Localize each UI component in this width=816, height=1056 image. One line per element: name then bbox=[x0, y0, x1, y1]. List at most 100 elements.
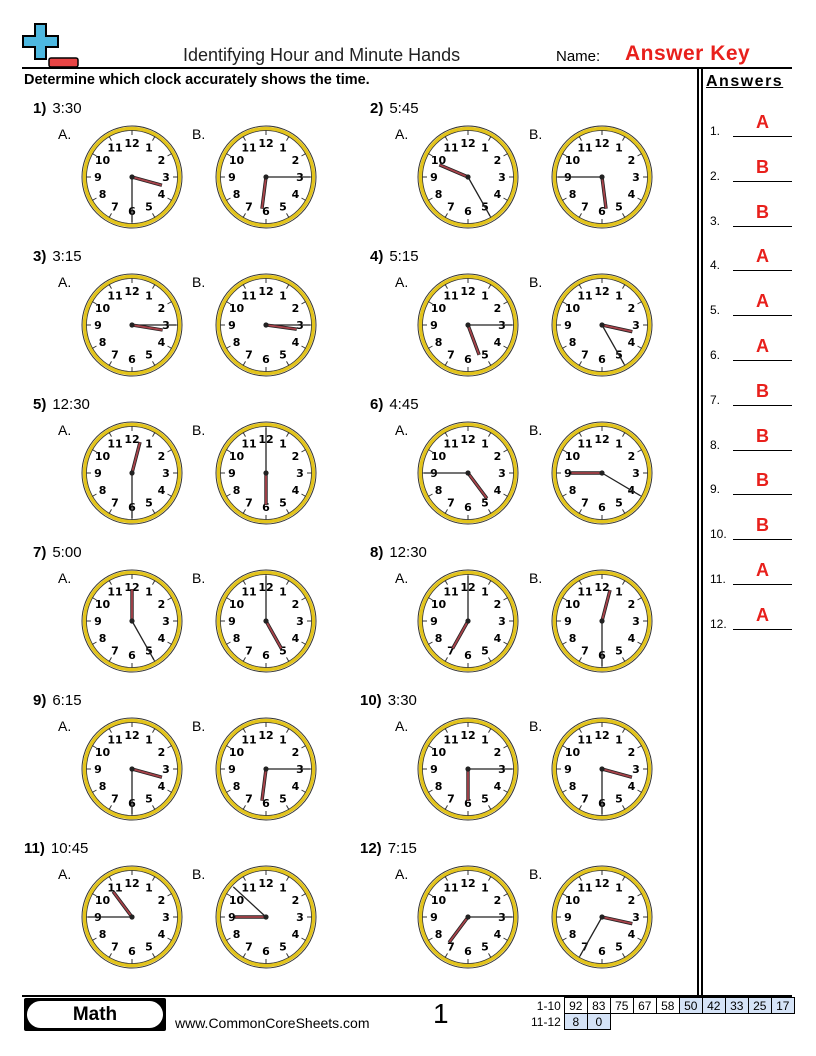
clock-numeral: 7 bbox=[447, 644, 455, 657]
clock-numeral: 3 bbox=[162, 467, 170, 480]
clock-numeral: 6 bbox=[464, 649, 472, 662]
clock-numeral: 8 bbox=[99, 188, 107, 201]
hour-hand bbox=[439, 164, 469, 178]
tick-mark bbox=[91, 745, 97, 749]
clock-center bbox=[599, 322, 605, 328]
clock-numeral: 7 bbox=[111, 200, 119, 213]
tick-mark bbox=[167, 641, 173, 645]
tick-mark bbox=[286, 284, 290, 289]
answer-line bbox=[733, 539, 792, 541]
problem-header: 2) 5:45 bbox=[370, 100, 419, 118]
tick-mark bbox=[108, 805, 112, 810]
clock-numeral: 4 bbox=[628, 928, 636, 941]
clock-numeral: 3 bbox=[162, 763, 170, 776]
clock-numeral: 9 bbox=[564, 763, 572, 776]
clock-numeral: 5 bbox=[145, 940, 153, 953]
tick-mark bbox=[108, 361, 112, 366]
score-cell: 42 bbox=[701, 997, 726, 1014]
answer-value: A bbox=[756, 604, 769, 625]
target-time: 12:30 bbox=[389, 544, 427, 561]
answer-column-divider bbox=[701, 69, 703, 996]
clock-numeral: 5 bbox=[279, 496, 287, 509]
clock-numeral: 9 bbox=[228, 467, 236, 480]
hour-hand bbox=[601, 176, 607, 209]
page-number: 1 bbox=[433, 998, 449, 1029]
tick-mark bbox=[444, 284, 448, 289]
clock-numeral: 4 bbox=[494, 188, 502, 201]
clock-numeral: 7 bbox=[447, 348, 455, 361]
hour-hand bbox=[261, 768, 267, 801]
option-label: A. bbox=[395, 570, 409, 586]
clock-center bbox=[465, 174, 471, 180]
clock-numeral: 8 bbox=[569, 632, 577, 645]
clock-numeral: 10 bbox=[95, 598, 111, 611]
clock-rim bbox=[82, 866, 182, 968]
clock-numeral: 12 bbox=[258, 729, 273, 742]
clock-numeral: 11 bbox=[443, 734, 458, 747]
tick-mark bbox=[301, 597, 307, 601]
tick-mark bbox=[167, 937, 173, 941]
clock-numeral: 2 bbox=[494, 450, 502, 463]
tick-mark bbox=[301, 301, 307, 305]
answer-value: A bbox=[756, 112, 769, 132]
clock-numeral: 2 bbox=[158, 302, 166, 315]
clock-rim bbox=[552, 570, 652, 672]
clock-numeral: 7 bbox=[111, 496, 119, 509]
clock-rim bbox=[552, 274, 652, 376]
tick-mark bbox=[242, 657, 246, 662]
tick-mark bbox=[578, 580, 582, 585]
answer-row: 2. B bbox=[710, 157, 792, 183]
clock-numeral: 5 bbox=[615, 644, 623, 657]
clock-numeral: 6 bbox=[464, 501, 472, 514]
target-time: 3:15 bbox=[52, 248, 82, 265]
score-row: 1-10 92 83 75 67 58 50 42 33 25 17 bbox=[528, 997, 795, 1014]
tick-mark bbox=[444, 432, 448, 437]
tick-mark bbox=[301, 345, 307, 349]
clock-numeral: 12 bbox=[124, 433, 139, 446]
clock-center bbox=[263, 914, 269, 920]
clock-numeral: 9 bbox=[430, 763, 438, 776]
answer-number: 7. bbox=[710, 392, 721, 407]
answer-column-divider bbox=[697, 69, 699, 996]
answer-number: 8. bbox=[710, 437, 721, 452]
answer-value: B bbox=[756, 425, 769, 446]
clock-rim bbox=[418, 866, 518, 968]
clock-numeral: 3 bbox=[632, 763, 640, 776]
name-label: Name: bbox=[556, 48, 601, 65]
clock-numeral: 11 bbox=[107, 438, 122, 451]
problem-number: 9) bbox=[33, 692, 47, 709]
tick-mark bbox=[561, 597, 567, 601]
clock-numeral: 11 bbox=[577, 734, 592, 747]
option-label: A. bbox=[395, 274, 409, 290]
clock-numeral: 7 bbox=[581, 792, 589, 805]
minute-hand bbox=[601, 472, 641, 497]
tick-mark bbox=[152, 728, 156, 733]
tick-mark bbox=[286, 136, 290, 141]
clock-numeral: 4 bbox=[158, 188, 166, 201]
tick-mark bbox=[488, 657, 492, 662]
clock-numeral: 2 bbox=[292, 154, 300, 167]
option-label: A. bbox=[58, 422, 72, 438]
tick-mark bbox=[503, 153, 509, 157]
answer-line bbox=[733, 360, 792, 361]
clock-numeral: 2 bbox=[292, 894, 300, 907]
tick-mark bbox=[488, 580, 492, 585]
clock-numeral: 3 bbox=[296, 467, 304, 480]
clock-numeral: 8 bbox=[569, 928, 577, 941]
minute-hand bbox=[601, 324, 625, 365]
clock-numeral: 4 bbox=[292, 632, 300, 645]
clock-numeral: 8 bbox=[233, 336, 241, 349]
tick-mark bbox=[444, 580, 448, 585]
answer-value: B bbox=[756, 470, 769, 491]
option-label: B. bbox=[192, 570, 206, 586]
answer-number: 3. bbox=[710, 213, 721, 228]
score-cell: 83 bbox=[586, 997, 611, 1014]
clock-numeral: 9 bbox=[94, 615, 102, 628]
tick-mark bbox=[488, 805, 492, 810]
clock-numeral: 4 bbox=[158, 928, 166, 941]
clock-numeral: 4 bbox=[628, 188, 636, 201]
target-time: 5:00 bbox=[52, 544, 82, 561]
clock-numeral: 6 bbox=[128, 945, 136, 958]
